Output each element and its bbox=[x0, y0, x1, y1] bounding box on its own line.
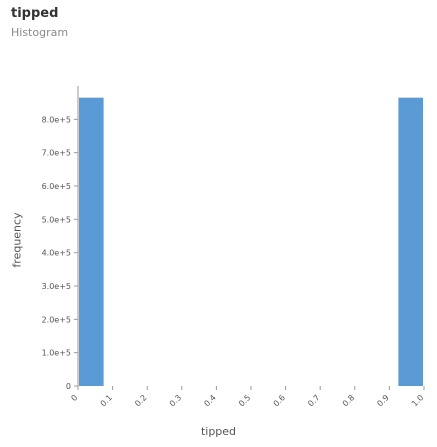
x-axis-label: tipped bbox=[200, 425, 237, 438]
y-tick-label: 4.0e+5 bbox=[42, 249, 71, 258]
y-tick-label: 7.0e+5 bbox=[42, 149, 71, 158]
y-tick-label: 3.0e+5 bbox=[42, 282, 71, 291]
x-tick-label: 0.5 bbox=[237, 393, 252, 408]
x-tick-label: 0.2 bbox=[133, 393, 148, 408]
y-tick-label: 2.0e+5 bbox=[42, 315, 71, 324]
y-tick-label: 0 bbox=[66, 382, 71, 391]
x-tick-label: 1.0 bbox=[410, 393, 425, 408]
y-tick-label: 6.0e+5 bbox=[42, 182, 71, 191]
x-tick-label: 0.6 bbox=[272, 393, 287, 408]
histogram-bar bbox=[79, 97, 104, 387]
x-tick-label: 0.7 bbox=[306, 393, 321, 408]
x-tick-label: 0.4 bbox=[202, 393, 217, 408]
y-tick-label: 1.0e+5 bbox=[42, 349, 71, 358]
y-tick-label: 8.0e+5 bbox=[42, 115, 71, 124]
histogram-bar bbox=[398, 97, 423, 387]
x-tick-label: 0 bbox=[69, 393, 79, 403]
x-tick-label: 0.3 bbox=[168, 393, 183, 408]
x-tick-label: 0.1 bbox=[99, 393, 114, 408]
chart-title: tipped bbox=[11, 6, 59, 21]
x-tick-label: 0.8 bbox=[341, 393, 356, 408]
chart-subtitle: Histogram bbox=[11, 26, 69, 39]
y-tick-label: 5.0e+5 bbox=[42, 215, 71, 224]
x-tick-label: 0.9 bbox=[375, 393, 390, 408]
